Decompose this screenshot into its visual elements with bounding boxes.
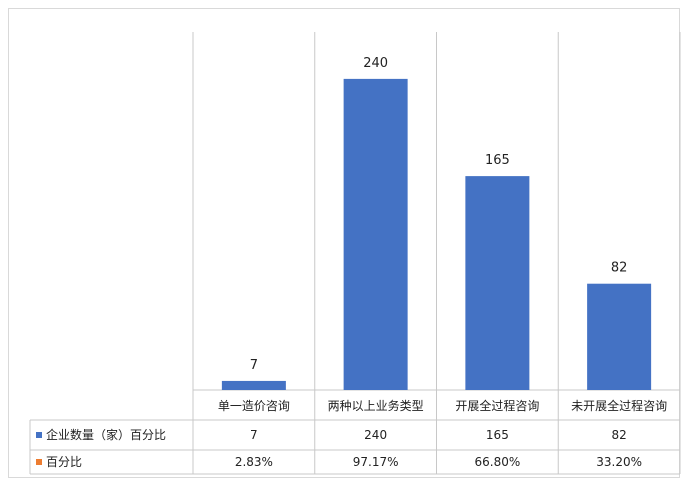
table-row-label: 企业数量（家）百分比 — [46, 427, 166, 442]
category-tick-label: 两种以上业务类型 — [328, 398, 424, 413]
table-cell-value: 165 — [486, 428, 509, 442]
bar — [465, 176, 530, 390]
bar — [221, 380, 286, 390]
category-tick-label: 未开展全过程咨询 — [571, 398, 667, 413]
table-cell-value: 66.80% — [474, 455, 520, 469]
bar-data-label: 240 — [363, 56, 388, 71]
category-tick-label: 单一造价咨询 — [218, 398, 290, 413]
table-cell-value: 7 — [250, 428, 258, 442]
bar — [587, 283, 652, 390]
legend-marker — [36, 459, 42, 465]
legend-marker — [36, 432, 42, 438]
bar — [343, 78, 408, 390]
bar-data-label: 7 — [250, 358, 258, 373]
bar-data-label: 82 — [611, 261, 628, 276]
category-tick-label: 开展全过程咨询 — [455, 398, 539, 413]
table-cell-value: 82 — [611, 428, 626, 442]
table-row-label: 百分比 — [46, 455, 82, 469]
table-cell-value: 2.83% — [235, 455, 273, 469]
bar-data-label: 165 — [485, 153, 510, 168]
table-cell-value: 33.20% — [596, 455, 642, 469]
table-cell-value: 97.17% — [353, 455, 399, 469]
table-cell-value: 240 — [364, 428, 387, 442]
